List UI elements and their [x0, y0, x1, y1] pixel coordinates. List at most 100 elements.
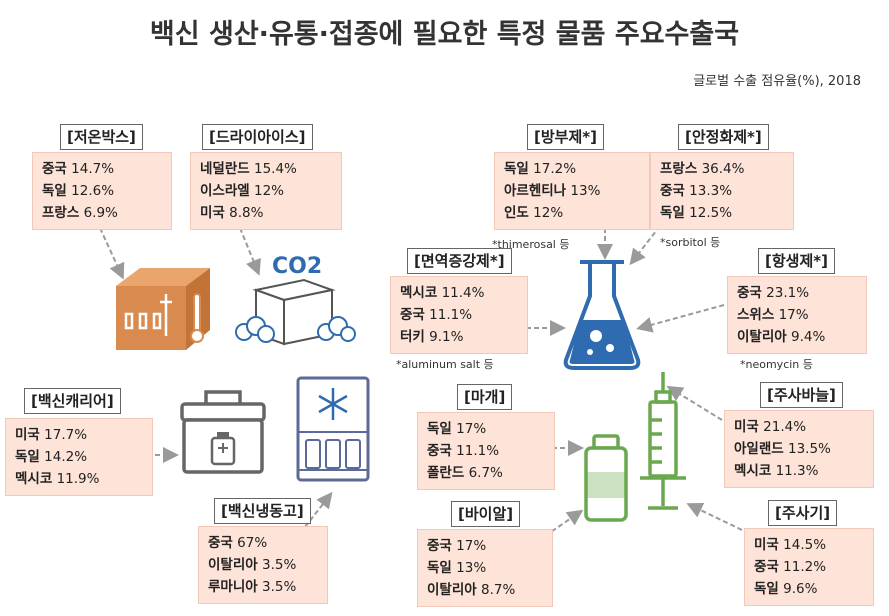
country: 독일	[754, 581, 779, 597]
box-vaccine-freezer: 중국 67% 이탈리아 3.5% 루마니아 3.5%	[198, 526, 328, 604]
share: 67%	[237, 535, 268, 551]
label-vaccine-carrier: [백신캐리어]	[24, 388, 121, 414]
country: 미국	[200, 205, 225, 221]
share: 14.5%	[783, 537, 827, 553]
share: 21.4%	[763, 419, 807, 435]
label-adjuvant: [면역증강제*]	[407, 248, 512, 274]
share: 17%	[456, 421, 487, 437]
country: 중국	[208, 535, 233, 551]
box-stabilizer: 프랑스 36.4% 중국 13.3% 독일 12.5%	[650, 152, 794, 230]
country: 중국	[42, 161, 67, 177]
box-vial: 중국 17% 독일 13% 이탈리아 8.7%	[417, 529, 553, 607]
country: 중국	[660, 183, 685, 199]
box-adjuvant: 멕시코 11.4% 중국 11.1% 터키 9.1%	[390, 276, 528, 354]
share: 11.1%	[456, 443, 500, 459]
share: 15.4%	[253, 161, 297, 177]
share: 12%	[253, 183, 284, 199]
share: 9.4%	[790, 329, 826, 345]
share: 17.7%	[44, 427, 88, 443]
box-cold-box: 중국 14.7% 독일 12.6% 프랑스 6.9%	[32, 152, 172, 230]
box-syringe: 미국 14.5% 중국 11.2% 독일 9.6%	[744, 528, 874, 606]
box-preservative: 독일 17.2% 아르헨티나 13% 인도 12%	[494, 152, 650, 230]
country: 이탈리아	[737, 329, 787, 345]
label-stabilizer: [안정화제*]	[678, 124, 769, 150]
vial-icon	[584, 434, 628, 522]
country: 중국	[754, 559, 779, 575]
share: 14.7%	[71, 161, 115, 177]
country: 중국	[427, 443, 452, 459]
country: 독일	[42, 183, 67, 199]
label-vaccine-freezer: [백신냉동고]	[214, 498, 311, 524]
note-preservative: *thimerosal 등	[492, 238, 570, 251]
arrow-freezer	[304, 491, 333, 528]
country: 중국	[400, 307, 425, 323]
share: 8.7%	[480, 582, 516, 598]
country: 루마니아	[208, 579, 258, 595]
share: 17%	[778, 307, 809, 323]
share: 14.2%	[44, 449, 88, 465]
share: 6.7%	[468, 465, 503, 481]
share: 13%	[456, 560, 487, 576]
country: 이스라엘	[200, 183, 250, 199]
country: 미국	[734, 419, 759, 435]
arrow-lowtemp-box	[99, 227, 125, 280]
note-adjuvant: *aluminum salt 등	[396, 358, 494, 371]
share: 17.2%	[533, 161, 577, 177]
syringe-icon	[640, 372, 686, 510]
label-cold-box: [저온박스]	[60, 124, 143, 150]
country: 인도	[504, 205, 529, 221]
country: 네덜란드	[200, 161, 250, 177]
share: 36.4%	[701, 161, 745, 177]
share: 11.9%	[56, 471, 100, 487]
subtitle: 글로벌 수출 점유율(%), 2018	[693, 74, 861, 89]
country: 멕시코	[400, 285, 438, 301]
share: 11.2%	[783, 559, 827, 575]
share: 3.5%	[261, 557, 297, 573]
note-stabilizer: *sorbitol 등	[660, 236, 721, 249]
share: 12.6%	[71, 183, 115, 199]
country: 독일	[15, 449, 40, 465]
box-antibiotic: 중국 23.1% 스위스 17% 이탈리아 9.4%	[727, 276, 867, 354]
country: 중국	[427, 538, 452, 554]
country: 이탈리아	[427, 582, 477, 598]
country: 스위스	[737, 307, 775, 323]
country: 중국	[737, 285, 762, 301]
country: 멕시코	[15, 471, 53, 487]
country: 프랑스	[660, 161, 698, 177]
country: 터키	[400, 329, 425, 345]
page-title: 백신 생산·유통·접종에 필요한 특정 물품 주요수출국	[149, 19, 740, 50]
share: 9.6%	[783, 581, 818, 597]
note-antibiotic: *neomycin 등	[740, 358, 813, 371]
share: 12%	[533, 205, 564, 221]
dry-ice-icon	[235, 278, 356, 346]
share: 3.5%	[261, 579, 297, 595]
label-syringe: [주사기]	[768, 500, 838, 526]
box-dry-ice: 네덜란드 15.4% 이스라엘 12% 미국 8.8%	[190, 152, 342, 230]
label-stopper: [마개]	[457, 384, 513, 410]
country: 독일	[660, 205, 685, 221]
share: 11.3%	[775, 463, 819, 479]
flask-icon	[563, 260, 641, 370]
share: 8.8%	[229, 205, 264, 221]
arrow-syringe	[686, 502, 743, 531]
share: 23.1%	[766, 285, 810, 301]
box-stopper: 독일 17% 중국 11.1% 폴란드 6.7%	[417, 412, 555, 490]
vaccine-carrier-icon	[180, 390, 266, 474]
cold-box-icon	[116, 268, 210, 350]
share: 6.9%	[83, 205, 118, 221]
country: 아르헨티나	[504, 183, 567, 199]
label-vial: [바이알]	[451, 501, 521, 527]
country: 독일	[504, 161, 529, 177]
box-vaccine-carrier: 미국 17.7% 독일 14.2% 멕시코 11.9%	[5, 418, 153, 496]
country: 프랑스	[42, 205, 80, 221]
arrow-antibiotic	[636, 304, 725, 333]
share: 12.5%	[689, 205, 733, 221]
country: 아일랜드	[734, 441, 784, 457]
country: 독일	[427, 421, 452, 437]
country: 미국	[15, 427, 40, 443]
share: 11.4%	[441, 285, 485, 301]
share: 13.5%	[787, 441, 831, 457]
country: 독일	[427, 560, 452, 576]
box-needle: 미국 21.4% 아일랜드 13.5% 멕시코 11.3%	[724, 410, 874, 488]
label-antibiotic: [항생제*]	[758, 248, 835, 274]
